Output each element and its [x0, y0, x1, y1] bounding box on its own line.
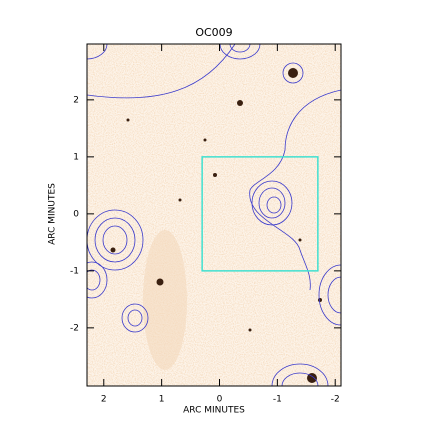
y-tick-label: 1	[73, 152, 79, 162]
x-tick-label: 0	[217, 395, 223, 405]
y-tick-label: 2	[73, 95, 79, 105]
highlight-box	[201, 156, 319, 272]
plot-frame	[86, 43, 342, 387]
sky-image	[87, 44, 341, 386]
x-tick-label: -1	[273, 395, 282, 405]
y-tick-label: -2	[70, 323, 79, 333]
chart-title: OC009	[195, 26, 232, 39]
x-tick-label: -2	[331, 395, 340, 405]
y-axis-label: ARC MINUTES	[48, 183, 58, 245]
y-tick-label: -1	[70, 266, 79, 276]
x-tick-label: 2	[101, 395, 107, 405]
x-tick-label: 1	[159, 395, 165, 405]
x-axis-label: ARC MINUTES	[183, 406, 245, 416]
y-tick-label: 0	[73, 209, 79, 219]
